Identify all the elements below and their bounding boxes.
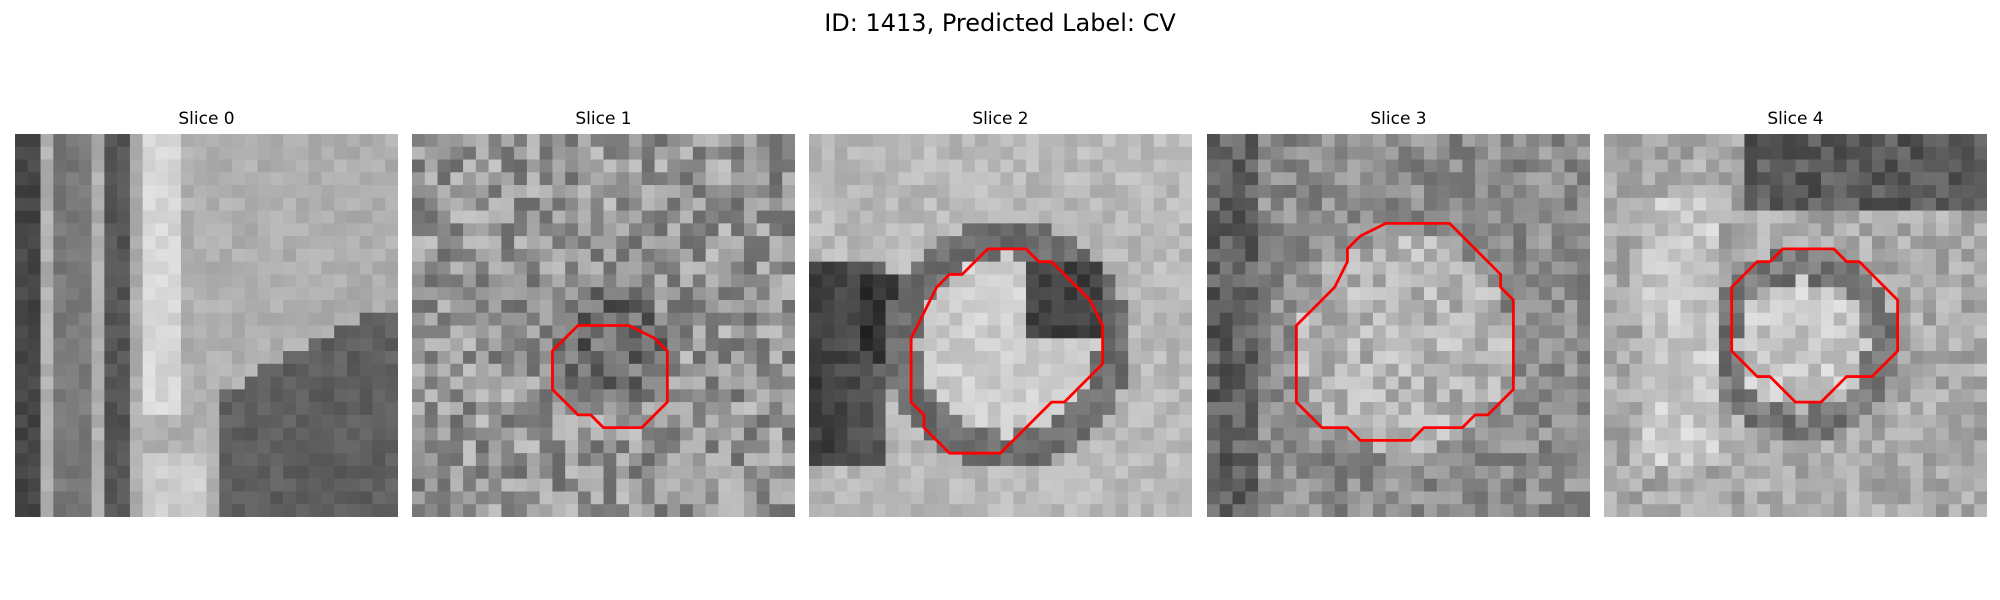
slice-image [412,134,795,517]
slice-title: Slice 0 [178,109,235,129]
figure-title: ID: 1413, Predicted Label: CV [824,9,1176,37]
contour-outline [1730,247,1900,404]
contour-outline [909,247,1105,455]
slice-image [15,134,398,517]
slice-image [1207,134,1590,517]
contour-outline [551,324,669,430]
slice-image [809,134,1192,517]
contour-outline [1294,221,1515,442]
slice-title: Slice 4 [1767,109,1824,129]
slice-image [1604,134,1987,517]
slice-title: Slice 3 [1370,109,1427,129]
slice-title: Slice 1 [575,109,632,129]
slice-title: Slice 2 [972,109,1029,129]
